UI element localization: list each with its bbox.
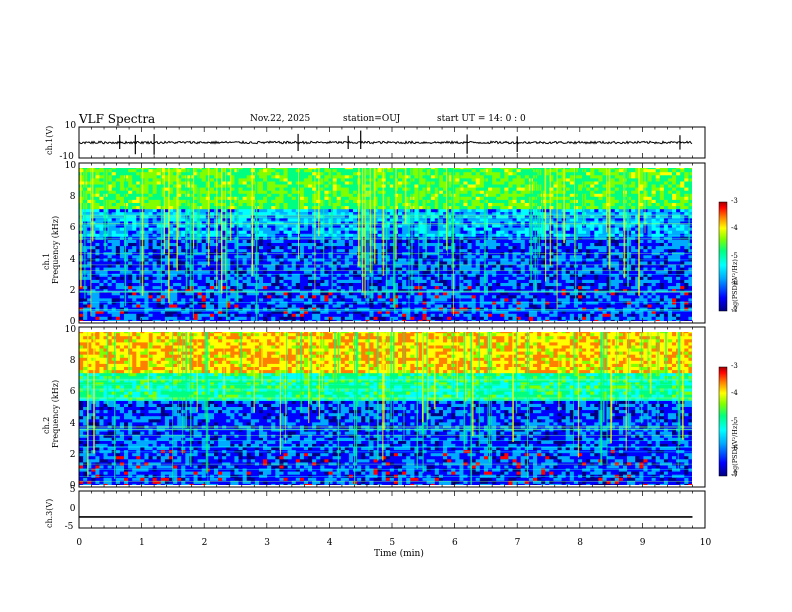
x-tick-label: 2 bbox=[201, 538, 208, 548]
ch1-spectrogram-colorbar-tick-label: -3 bbox=[731, 197, 738, 205]
x-tick-label: 3 bbox=[264, 538, 270, 548]
ch1-spectrogram-ylabel-frequency: Frequency (kHz) bbox=[51, 215, 60, 284]
ch2-spectrogram-ylabel-channel: ch.2 bbox=[42, 416, 51, 434]
ch1-spectrogram-colorbar-tick-label: -4 bbox=[731, 224, 738, 233]
ch3-waveform-y-tick-label: 5 bbox=[69, 485, 76, 495]
ch1-spectrogram-y-tick-label: 4 bbox=[69, 254, 76, 265]
ch1-spectrogram-y-tick-label: 0 bbox=[69, 317, 76, 327]
ch2-spectrogram-colorbar-tick-label: -4 bbox=[731, 389, 738, 398]
ch2-spectrogram-y-tick-label: 6 bbox=[69, 387, 76, 398]
ch1-spectrogram-colorbar-tick-label: -6 bbox=[731, 278, 738, 287]
ch2-spectrogram bbox=[79, 332, 692, 485]
ch2-spectrogram-colorbar-tick-label: -3 bbox=[731, 362, 738, 370]
ch1-spectrogram-colorbar-tick-label: -5 bbox=[731, 251, 738, 260]
x-tick-label: 7 bbox=[514, 538, 521, 548]
ch2-spectrogram-colorbar-tick-label: -7 bbox=[731, 471, 738, 479]
ch3-waveform-ylabel: ch.3(V) bbox=[45, 498, 54, 528]
ch1-spectrogram-y-tick-label: 6 bbox=[69, 223, 76, 234]
ch2-spectrogram-y-tick-label: 0 bbox=[69, 481, 76, 491]
ch1-waveform-spikes bbox=[119, 130, 681, 155]
x-tick-label: 6 bbox=[452, 538, 458, 548]
x-axis-label: Time (min) bbox=[374, 549, 424, 559]
x-tick-label: 1 bbox=[139, 538, 145, 548]
ch1-colorbar bbox=[718, 201, 728, 312]
ch1-spectrogram-y-tick-label: 8 bbox=[69, 192, 76, 203]
ch2-spectrogram-ylabel-frequency: Frequency (kHz) bbox=[51, 379, 60, 448]
ch1-waveform-ylabel: ch.1(V) bbox=[45, 125, 54, 155]
station-label: station=OUJ bbox=[343, 114, 401, 124]
start-time-label: start UT = 14: 0 : 0 bbox=[437, 114, 526, 124]
ch3-waveform-y-tick-label: -5 bbox=[64, 522, 74, 532]
ch3-waveform-frame bbox=[78, 490, 706, 529]
ch1-spectrogram-ylabel-channel: ch.1 bbox=[42, 252, 51, 270]
ch1-spectrogram bbox=[79, 168, 692, 321]
ch2-spectrogram-y-tick-label: 10 bbox=[64, 325, 77, 335]
axis-ticks bbox=[78, 127, 706, 528]
ch1-waveform-y-tick-label: 10 bbox=[64, 121, 77, 131]
ch1-spectrogram-colorbar-tick-label: -7 bbox=[731, 306, 738, 314]
ch1-spectrogram-y-tick-label: 2 bbox=[69, 285, 76, 296]
x-tick-label: 5 bbox=[389, 538, 396, 548]
ch2-spectrogram-colorbar-tick-label: -6 bbox=[731, 443, 738, 452]
x-tick-label: 8 bbox=[577, 538, 583, 548]
ch1-waveform-trace bbox=[78, 140, 693, 145]
x-tick-label: 0 bbox=[76, 538, 83, 548]
ch2-spectrogram-colorbar-tick-label: -5 bbox=[731, 416, 738, 425]
x-tick-label: 10 bbox=[699, 538, 712, 548]
ch1-spectrogram-y-tick-label: 10 bbox=[64, 161, 77, 171]
ch1-waveform-y-tick-label: -10 bbox=[59, 152, 74, 162]
x-tick-label: 9 bbox=[639, 538, 646, 548]
x-tick-label: 4 bbox=[326, 538, 333, 548]
ch2-colorbar bbox=[718, 366, 728, 477]
ch2-spectrogram-y-tick-label: 4 bbox=[69, 418, 76, 429]
ch2-spectrogram-y-tick-label: 2 bbox=[69, 449, 76, 460]
ch3-waveform-y-tick-label: 0 bbox=[69, 503, 76, 514]
date-label: Nov.22, 2025 bbox=[250, 114, 311, 124]
ch2-spectrogram-y-tick-label: 8 bbox=[69, 356, 76, 367]
chart-title: VLF Spectra bbox=[79, 112, 156, 126]
